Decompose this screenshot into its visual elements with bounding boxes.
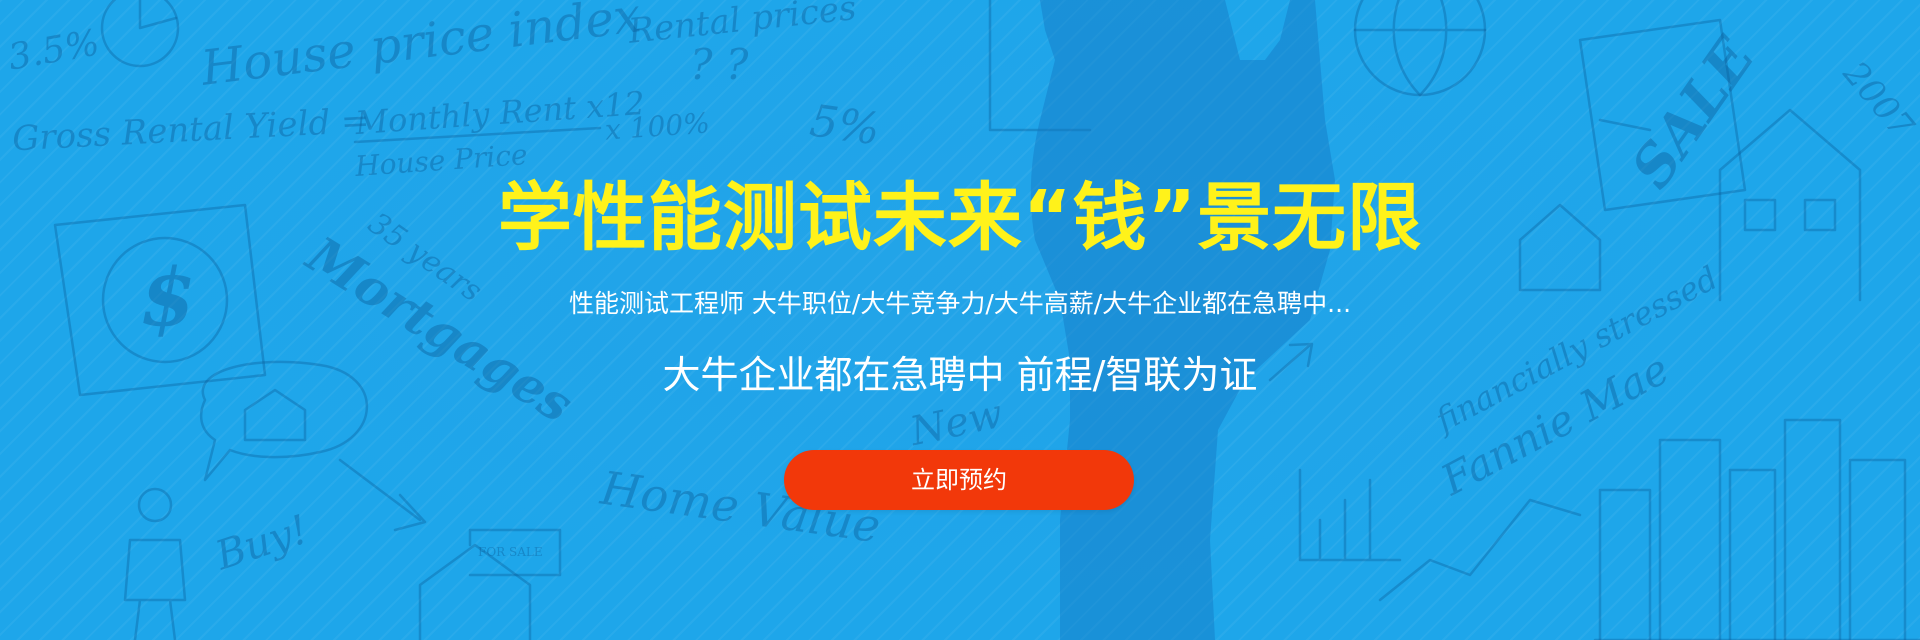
for-sale-sign-doodle [468, 528, 562, 577]
globe-lines-doodle [1353, 0, 1487, 97]
house-doodle [1718, 108, 1862, 302]
trend-line-doodle [1378, 498, 1582, 602]
arrow-doodle [338, 458, 427, 532]
book-now-button[interactable]: 立即预约 [784, 450, 1134, 510]
doodle-for-sale: FOR SALE [478, 545, 543, 559]
bubble-house-doodle [243, 388, 307, 442]
doodle-question-marks: ? ? [690, 40, 749, 89]
person-body-doodle [123, 538, 187, 640]
globe-doodle [1353, 0, 1487, 97]
person-head-doodle [137, 487, 173, 523]
sale-sign-doodle [1578, 18, 1747, 212]
pie-chart-slices [138, 0, 178, 30]
headline: 学性能测试未来“钱”景无限 [497, 175, 1423, 261]
dollar-coin-doodle [101, 236, 229, 364]
house-windows-doodle [1743, 198, 1837, 232]
pie-chart-doodle [100, 0, 180, 68]
speech-bubble-doodle [199, 360, 369, 482]
arrow-right-doodle [1268, 342, 1314, 382]
sale-sign-detail [1598, 118, 1652, 132]
sale-house-doodle [418, 543, 532, 640]
small-house-doodle [1518, 203, 1602, 292]
subheadline: 性能测试工程师 大牛职位/大牛竞争力/大牛高薪/大牛企业都在急聘中... [568, 289, 1352, 318]
axis-doodle [988, 0, 1092, 132]
doodle-dollar: $ [140, 250, 196, 344]
dollar-bill-doodle [53, 203, 267, 397]
fraction-bar-doodle [353, 126, 602, 144]
bar-chart-doodle [1298, 468, 1402, 562]
city-skyline-doodle [1598, 418, 1907, 640]
tagline: 大牛企业都在急聘中 前程/智联为证 [662, 353, 1258, 397]
